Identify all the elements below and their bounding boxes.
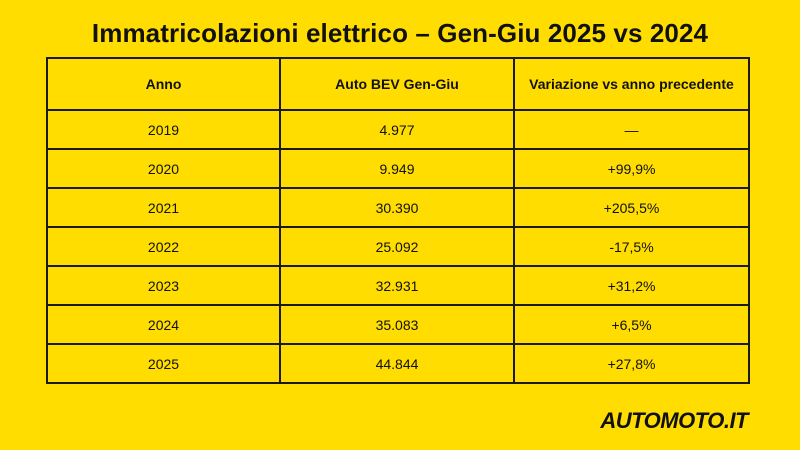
- cell-auto-bev: 44.844: [279, 343, 515, 384]
- cell-anno: 2019: [46, 109, 281, 150]
- cell-anno: 2024: [46, 304, 281, 345]
- table-row: 2024 35.083 +6,5%: [46, 304, 750, 345]
- cell-auto-bev: 9.949: [279, 148, 515, 189]
- cell-anno: 2023: [46, 265, 281, 306]
- table-row: 2020 9.949 +99,9%: [46, 148, 750, 189]
- brand-logo: AUTOMOTO.IT: [600, 408, 748, 433]
- chart-title: Immatricolazioni elettrico – Gen-Giu 202…: [91, 18, 709, 48]
- column-header-variazione: Variazione vs anno precedente: [513, 57, 750, 111]
- cell-variazione: +27,8%: [513, 343, 750, 384]
- cell-auto-bev: 35.083: [279, 304, 515, 345]
- table-row: 2019 4.977 —: [46, 109, 750, 150]
- cell-auto-bev: 25.092: [279, 226, 515, 267]
- cell-variazione: +6,5%: [513, 304, 750, 345]
- table-row: 2021 30.390 +205,5%: [46, 187, 750, 228]
- cell-variazione: -17,5%: [513, 226, 750, 267]
- cell-auto-bev: 32.931: [279, 265, 515, 306]
- column-header-anno: Anno: [46, 57, 281, 111]
- cell-anno: 2022: [46, 226, 281, 267]
- cell-auto-bev: 4.977: [279, 109, 515, 150]
- cell-anno: 2025: [46, 343, 281, 384]
- data-table: Anno Auto BEV Gen-Giu Variazione vs anno…: [46, 57, 750, 384]
- cell-variazione: +99,9%: [513, 148, 750, 189]
- table-header-row: Anno Auto BEV Gen-Giu Variazione vs anno…: [46, 57, 750, 111]
- table-row: 2025 44.844 +27,8%: [46, 343, 750, 384]
- cell-variazione: +31,2%: [513, 265, 750, 306]
- cell-auto-bev: 30.390: [279, 187, 515, 228]
- table-row: 2022 25.092 -17,5%: [46, 226, 750, 267]
- column-header-auto-bev: Auto BEV Gen-Giu: [279, 57, 515, 111]
- cell-variazione: —: [513, 109, 750, 150]
- cell-anno: 2020: [46, 148, 281, 189]
- cell-variazione: +205,5%: [513, 187, 750, 228]
- table-row: 2023 32.931 +31,2%: [46, 265, 750, 306]
- cell-anno: 2021: [46, 187, 281, 228]
